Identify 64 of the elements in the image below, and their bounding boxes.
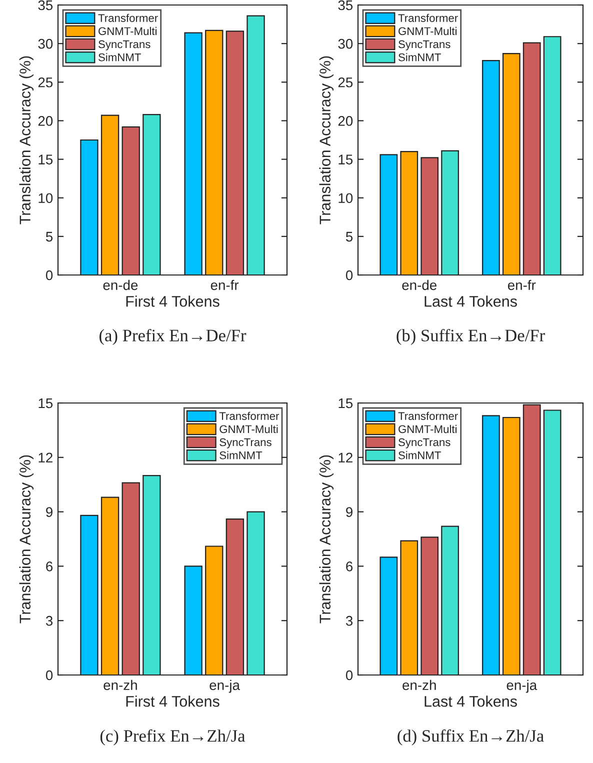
- legend-label: GNMT-Multi: [98, 26, 157, 36]
- legend-label: SyncTrans: [220, 438, 272, 448]
- y-tick-label: 20: [338, 116, 353, 126]
- x-tick-label: en-ja: [210, 680, 240, 693]
- y-tick-label: 25: [338, 77, 353, 88]
- legend-label: SyncTrans: [398, 438, 450, 448]
- legend-label: SimNMT: [398, 451, 441, 460]
- x-tick-label: en-de: [103, 280, 138, 290]
- x-axis-title: Last 4 Tokens: [424, 696, 517, 707]
- legend-label: SyncTrans: [398, 40, 450, 50]
- y-tick-label: 20: [38, 116, 53, 126]
- y-tick-label: 12: [338, 452, 352, 462]
- y-tick-label: 6: [346, 562, 353, 572]
- legend-label: GNMT-Multi: [398, 26, 457, 36]
- y-tick-label: 5: [346, 232, 353, 242]
- y-axis-title: Translation Accuracy (%): [319, 455, 334, 624]
- legend-label: Transformer: [398, 14, 458, 22]
- legend-label: Transformer: [219, 412, 280, 420]
- x-tick-label: en-de: [402, 280, 437, 290]
- text: (c) Prefix En→Zh/Ja: [100, 729, 246, 746]
- y-tick-label: 0: [346, 270, 353, 280]
- legend-label: GNMT-Multi: [220, 424, 278, 434]
- y-axis-title: Translation Accuracy (%): [319, 56, 334, 224]
- text: (b) Suffix En→De/Fr: [396, 329, 545, 345]
- y-tick-label: 30: [38, 38, 53, 49]
- y-tick-label: 35: [38, 0, 53, 10]
- text: (a) Prefix En→De/Fr: [100, 329, 246, 345]
- x-tick-label: en-fr: [210, 280, 239, 290]
- legend-label: SyncTrans: [98, 40, 150, 50]
- y-axis-title: Translation Accuracy (%): [19, 56, 34, 224]
- y-tick-label: 0: [46, 270, 53, 280]
- x-tick-label: en-zh: [402, 680, 436, 690]
- y-tick-label: 35: [338, 0, 353, 10]
- x-tick-label: en-ja: [506, 680, 538, 693]
- y-tick-label: 12: [38, 452, 52, 462]
- y-tick-label: 10: [338, 193, 353, 204]
- y-tick-label: 3: [346, 616, 353, 626]
- legend-label: GNMT-Multi: [398, 424, 457, 434]
- legend-label: Transformer: [398, 412, 458, 420]
- y-tick-label: 10: [38, 193, 53, 204]
- legend-label: SimNMT: [220, 451, 262, 460]
- y-tick-label: 15: [38, 398, 53, 408]
- x-axis-title: First 4 Tokens: [126, 696, 220, 707]
- y-tick-label: 3: [46, 616, 53, 626]
- x-tick-label: en-fr: [508, 280, 536, 290]
- y-tick-label: 6: [46, 562, 53, 572]
- y-tick-label: 30: [338, 38, 353, 49]
- y-tick-label: 15: [338, 398, 353, 408]
- y-tick-label: 5: [46, 232, 53, 242]
- text: (d) Suffix En→Zh/Ja: [398, 729, 544, 746]
- legend-label: Transformer: [98, 14, 158, 22]
- y-tick-label: 15: [38, 154, 53, 164]
- x-axis-title: Last 4 Tokens: [424, 296, 517, 307]
- x-tick-label: en-zh: [104, 680, 137, 690]
- x-axis-title: First 4 Tokens: [126, 296, 220, 307]
- y-tick-label: 9: [346, 507, 352, 517]
- y-tick-label: 15: [338, 154, 353, 164]
- y-tick-label: 0: [346, 670, 353, 680]
- y-tick-label: 0: [46, 670, 53, 680]
- legend-label: SimNMT: [98, 53, 141, 62]
- y-axis-title: Translation Accuracy (%): [19, 455, 34, 624]
- legend-label: SimNMT: [398, 53, 441, 62]
- y-tick-label: 9: [46, 507, 52, 517]
- y-tick-label: 25: [38, 77, 53, 88]
